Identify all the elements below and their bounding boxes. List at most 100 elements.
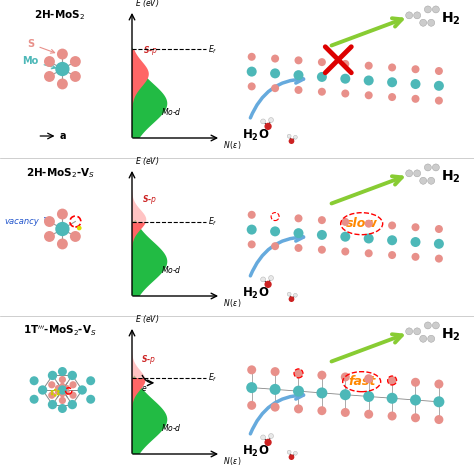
Circle shape	[29, 395, 38, 404]
Circle shape	[414, 12, 420, 19]
Polygon shape	[132, 378, 146, 454]
Circle shape	[387, 235, 397, 245]
Circle shape	[270, 227, 280, 237]
Text: $E$ (eV): $E$ (eV)	[135, 0, 159, 9]
Circle shape	[64, 385, 70, 391]
Circle shape	[247, 365, 256, 374]
Circle shape	[246, 382, 257, 393]
Text: Mo-$d$: Mo-$d$	[162, 106, 182, 117]
Circle shape	[55, 390, 60, 395]
Circle shape	[68, 371, 77, 380]
Circle shape	[60, 383, 65, 388]
Circle shape	[406, 12, 413, 19]
Circle shape	[287, 134, 291, 138]
Text: $\mathbf{H_2}$: $\mathbf{H_2}$	[441, 11, 460, 27]
Text: $E_f$: $E_f$	[209, 372, 218, 384]
Circle shape	[341, 218, 349, 226]
Circle shape	[64, 390, 70, 395]
Circle shape	[428, 19, 435, 26]
Circle shape	[411, 65, 419, 73]
Circle shape	[70, 71, 81, 82]
Circle shape	[365, 219, 373, 228]
Circle shape	[55, 385, 60, 391]
Polygon shape	[132, 47, 167, 138]
Circle shape	[434, 380, 443, 389]
Circle shape	[428, 177, 435, 184]
Circle shape	[57, 392, 60, 395]
Circle shape	[261, 277, 265, 282]
Circle shape	[293, 386, 304, 397]
Circle shape	[365, 62, 373, 70]
Text: S-$p$: S-$p$	[143, 44, 158, 57]
Text: S-$p$: S-$p$	[141, 354, 156, 366]
Circle shape	[318, 88, 326, 96]
Circle shape	[271, 84, 279, 92]
Circle shape	[51, 392, 54, 395]
Circle shape	[294, 56, 302, 64]
Circle shape	[29, 376, 38, 385]
Text: S-$p$: S-$p$	[142, 193, 157, 206]
Circle shape	[432, 6, 439, 13]
Circle shape	[44, 231, 55, 242]
Circle shape	[59, 397, 66, 404]
Circle shape	[38, 385, 47, 395]
Circle shape	[419, 19, 427, 26]
Text: 1T$^{\prime\prime\prime}$-MoS$_2$-V$_S$: 1T$^{\prime\prime\prime}$-MoS$_2$-V$_S$	[23, 324, 97, 338]
Circle shape	[294, 244, 302, 252]
Circle shape	[318, 216, 326, 224]
Circle shape	[289, 296, 294, 302]
Circle shape	[69, 392, 77, 399]
Polygon shape	[132, 222, 146, 296]
Circle shape	[433, 396, 445, 407]
Circle shape	[388, 93, 396, 101]
Text: $\mathbf{H_2}$: $\mathbf{H_2}$	[441, 327, 460, 343]
Circle shape	[86, 376, 95, 385]
Circle shape	[248, 211, 255, 219]
Text: Mo-$d$: Mo-$d$	[162, 264, 182, 275]
Circle shape	[424, 322, 431, 329]
Circle shape	[269, 275, 273, 281]
Circle shape	[78, 385, 87, 395]
Text: slow: slow	[346, 217, 378, 230]
Circle shape	[424, 6, 431, 13]
Text: vacancy: vacancy	[4, 217, 48, 226]
Circle shape	[411, 95, 419, 103]
Circle shape	[364, 234, 374, 244]
Text: $\mathbf{H_2O}$: $\mathbf{H_2O}$	[242, 286, 270, 301]
Circle shape	[44, 216, 55, 227]
Circle shape	[364, 410, 373, 419]
Circle shape	[57, 390, 60, 392]
Circle shape	[435, 255, 443, 263]
Circle shape	[365, 91, 373, 99]
Circle shape	[341, 247, 349, 255]
Circle shape	[340, 73, 350, 84]
Circle shape	[293, 293, 297, 297]
Circle shape	[264, 281, 272, 288]
Text: S: S	[27, 39, 55, 53]
Circle shape	[248, 53, 255, 61]
Text: $E$ (eV): $E$ (eV)	[135, 313, 159, 325]
Circle shape	[388, 64, 396, 72]
Circle shape	[57, 209, 68, 219]
Circle shape	[341, 373, 350, 382]
Circle shape	[248, 82, 255, 91]
Text: $E$ (eV): $E$ (eV)	[135, 155, 159, 167]
Circle shape	[317, 387, 328, 399]
Circle shape	[294, 214, 302, 222]
Circle shape	[55, 62, 70, 76]
Circle shape	[317, 72, 327, 82]
Circle shape	[58, 385, 67, 395]
Circle shape	[269, 118, 273, 122]
Circle shape	[364, 374, 373, 383]
Circle shape	[264, 439, 272, 446]
Circle shape	[293, 451, 297, 455]
Circle shape	[410, 79, 420, 89]
Circle shape	[48, 392, 55, 399]
Polygon shape	[132, 173, 146, 222]
Circle shape	[246, 67, 257, 77]
Text: $N\,(\varepsilon)$: $N\,(\varepsilon)$	[223, 455, 241, 467]
Circle shape	[318, 58, 326, 66]
Circle shape	[289, 138, 294, 144]
Circle shape	[271, 55, 279, 63]
Circle shape	[419, 177, 427, 184]
